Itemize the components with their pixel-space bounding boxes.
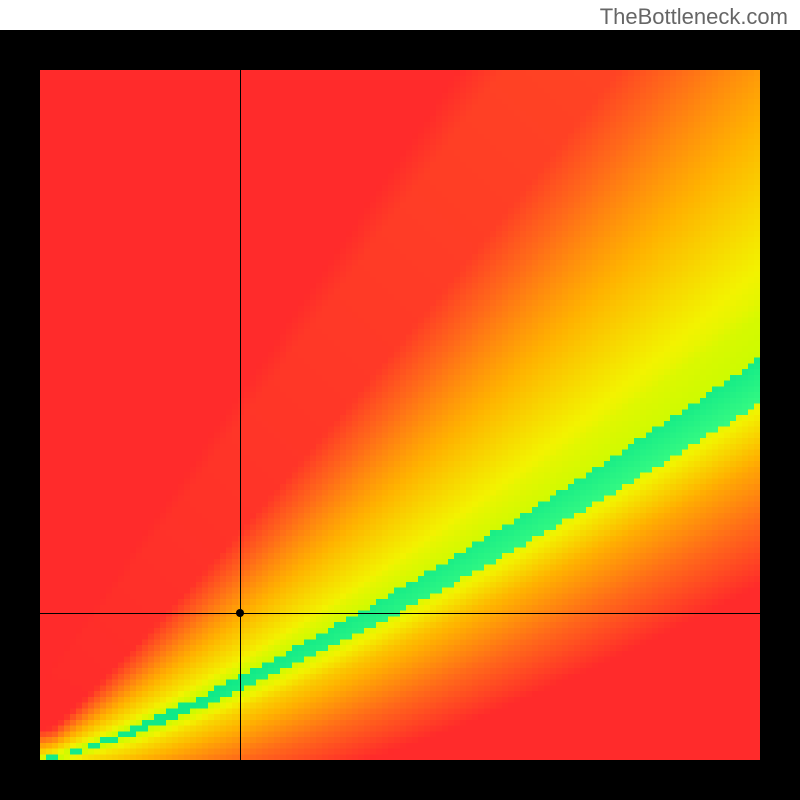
bottleneck-heatmap [40,70,760,760]
root: TheBottleneck.com [0,0,800,800]
attribution-text: TheBottleneck.com [600,4,788,30]
crosshair-marker [236,609,244,617]
chart-frame [0,30,800,800]
crosshair-vertical [240,70,241,760]
crosshair-horizontal [40,613,760,614]
